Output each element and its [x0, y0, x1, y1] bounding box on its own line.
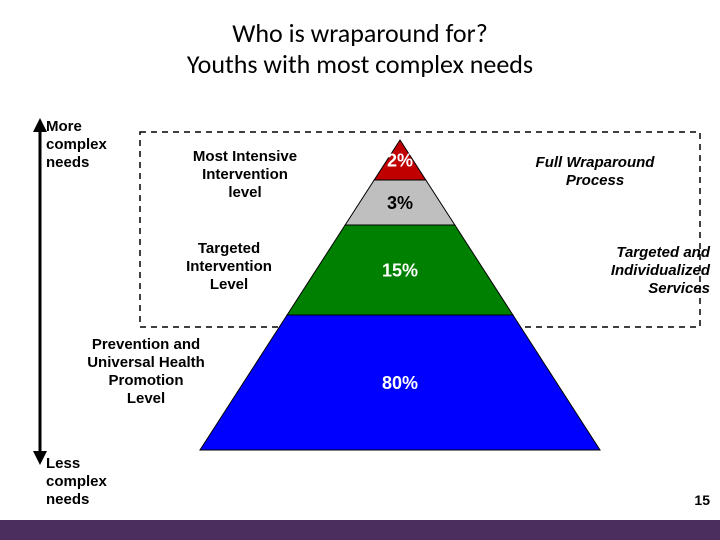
arrow-bottom-label: Less complex needs: [46, 455, 107, 509]
level-right-top: Full Wraparound Process: [490, 154, 700, 190]
level-left-bottom: Prevention and Universal Health Promotio…: [66, 336, 226, 408]
svg-text:2%: 2%: [387, 150, 413, 170]
level-left-top: Most Intensive Intervention level: [170, 148, 320, 202]
page-number: 15: [694, 492, 710, 508]
footer-bar: [0, 520, 720, 540]
level-right-mid: Targeted and Individualized Services: [530, 244, 710, 298]
level-left-mid: Targeted Intervention Level: [154, 240, 304, 294]
svg-text:80%: 80%: [382, 373, 418, 393]
svg-text:15%: 15%: [382, 260, 418, 280]
svg-text:3%: 3%: [387, 193, 413, 213]
arrow-top-label: More complex needs: [46, 118, 107, 172]
